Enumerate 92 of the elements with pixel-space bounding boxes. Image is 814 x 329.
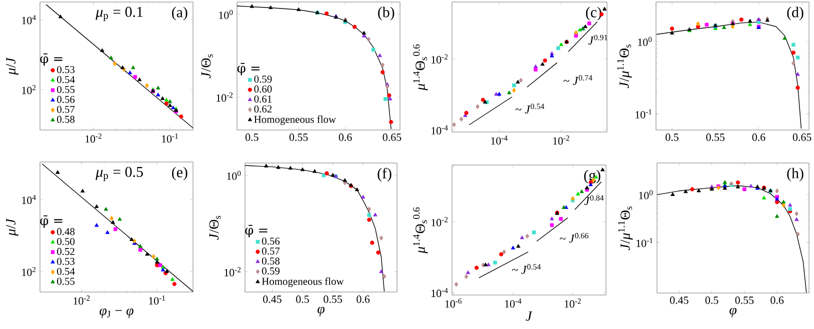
x-tick-label: 10$^{-2}$: [553, 136, 570, 145]
y-tick-label: 10$^{2}$: [22, 85, 36, 94]
legend-label: 0.59: [254, 76, 272, 83]
annotation: ~ J$^{0.66}$: [560, 232, 588, 243]
annotation: ~ J$^{0.74}$: [564, 75, 592, 85]
y-tick-label: 10$^{-2}$: [224, 267, 241, 276]
legend-label: 0.53: [57, 66, 75, 74]
annotation: μ$_{p}$ = 0.1: [96, 6, 143, 22]
x-tick-label: 10$^{-6}$: [445, 298, 462, 308]
x-axis-title: φ$_{J}$ − φ: [100, 308, 134, 318]
x-tick-label: 0.5: [296, 296, 309, 303]
x-tick-label: 0.5: [705, 296, 718, 304]
x-axis-title: J: [526, 312, 532, 321]
y-axis-title: μ$^{1.4}$Θ$_{s}$0.6: [413, 207, 428, 254]
y-tick-label: 10$^{0}$: [639, 190, 653, 200]
legend-label: 0.50: [57, 238, 75, 246]
x-tick-label: 0.55: [324, 296, 342, 303]
annotation: J$^{0.84}$: [584, 195, 604, 205]
annotation: (b): [378, 6, 394, 20]
y-tick-label: 10$^{0}$: [219, 10, 233, 20]
legend-label: 0.55: [57, 278, 75, 285]
legend-label: Homogeneous flow: [262, 277, 344, 287]
x-tick-label: 10$^{-4}$: [491, 136, 508, 145]
y-tick-label: 10$^{2}$: [22, 266, 36, 276]
x-tick-label: 0.6: [356, 296, 370, 303]
y-axis-title: μ/J: [6, 57, 18, 75]
y-axis-title: J/μ$^{1.1}$Θ$_{s}$: [618, 206, 633, 250]
legend-label: 0.60: [254, 86, 272, 93]
annotation: (c): [586, 6, 602, 20]
x-tick-label: 0.5: [246, 134, 258, 141]
annotation: (e): [172, 166, 188, 180]
x-tick-label: 10$^{-2}$: [74, 296, 90, 305]
x-tick-label: 0.6: [770, 296, 784, 304]
legend-label: 0.58: [262, 257, 280, 265]
x-tick-label: 0.65: [382, 134, 402, 141]
legend-label: 0.56: [57, 96, 75, 104]
annotation: (a): [172, 6, 188, 20]
y-axis-title: μ$^{1.4}$Θ$_{s}$0.6: [413, 44, 428, 90]
y-axis-title: J/Θ$_{s}$: [201, 54, 213, 78]
legend-label: 0.62: [254, 105, 272, 113]
x-tick-label: 0.6: [338, 134, 352, 141]
x-axis-title: φ: [318, 306, 324, 316]
x-axis-title: φ: [730, 308, 736, 318]
legend-title: φ̄ =: [237, 62, 260, 76]
y-tick-label: 10$^{-4}$: [432, 125, 448, 134]
y-tick-label: 10$^{-2}$: [432, 54, 448, 64]
x-tick-label: 10$^{-4}$: [505, 298, 522, 308]
annotation: (h): [787, 168, 804, 182]
legend-label: 0.58: [57, 116, 75, 123]
annotation: μ$_{p}$ = 0.5: [96, 166, 143, 182]
legend-label: 0.55: [57, 86, 75, 94]
x-tick-label: 10$^{-2}$: [86, 134, 102, 143]
legend-label: 0.57: [262, 248, 280, 255]
legend-label: 0.54: [57, 268, 75, 275]
y-tick-label: 10$^{-1}$: [636, 238, 653, 248]
x-tick-label: 10$^{-1}$: [162, 134, 178, 143]
legend-title: φ̄ =: [40, 215, 62, 228]
x-tick-label: 0.65: [792, 134, 812, 141]
legend-label: 0.48: [57, 228, 75, 236]
y-tick-label: 10$^{4}$: [22, 194, 36, 204]
x-tick-label: 10$^{-1}$: [149, 296, 165, 305]
x-tick-label: 0.55: [706, 134, 725, 141]
legend-title: φ̄ =: [40, 53, 62, 66]
x-tick-label: 0.55: [289, 134, 308, 141]
annotation: ~ J$^{0.54}$: [516, 104, 544, 114]
x-tick-label: 0.45: [263, 296, 282, 303]
x-tick-label: 0.55: [735, 296, 754, 304]
legend-title: φ̄ =: [245, 224, 268, 238]
annotation: J$^{0.91}$: [588, 34, 608, 45]
annotation: (d): [787, 6, 804, 20]
y-tick-label: 10$^{0}$: [227, 170, 241, 180]
legend-label: 0.57: [57, 106, 75, 113]
y-tick-label: 10$^{4}$: [22, 15, 36, 24]
annotation: (f): [378, 168, 392, 182]
x-tick-label: 0.5: [666, 134, 678, 141]
annotation: ~ J$^{0.54}$: [512, 264, 541, 274]
y-tick-label: 10$^{-1}$: [636, 109, 652, 118]
legend-label: 0.59: [262, 267, 280, 275]
legend-label: Homogeneous flow: [254, 115, 336, 126]
y-axis-title: μ/J: [6, 218, 18, 236]
legend-label: 0.53: [57, 258, 75, 265]
legend-label: 0.52: [57, 248, 74, 256]
x-tick-label: 10$^{-2}$: [564, 298, 581, 308]
legend-label: 0.54: [57, 76, 75, 84]
y-tick-label: 10$^{0}$: [638, 36, 652, 46]
legend-label: 0.61: [254, 96, 272, 103]
y-axis-title: J/Θ$_{s}$: [209, 216, 221, 240]
y-axis-title: J/μ$^{1.1}$Θ$_{s}$: [617, 44, 632, 88]
y-tick-label: 10$^{-2}$: [432, 217, 448, 226]
x-tick-label: 0.6: [752, 134, 766, 141]
legend-label: 0.56: [262, 238, 280, 245]
x-tick-label: 0.45: [670, 296, 688, 304]
